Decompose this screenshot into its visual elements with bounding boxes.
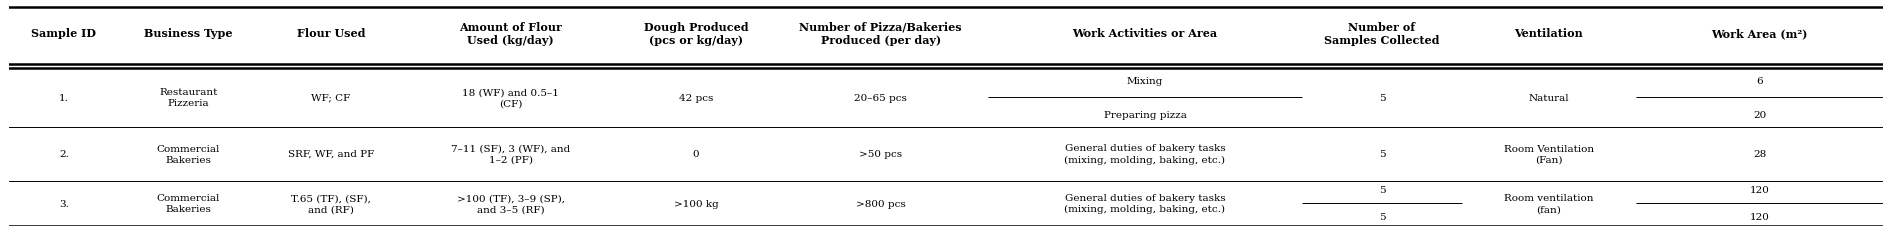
Text: Restaurant
Pizzeria: Restaurant Pizzeria bbox=[159, 88, 217, 108]
Text: 28: 28 bbox=[1753, 149, 1766, 158]
Text: Natural: Natural bbox=[1528, 93, 1570, 102]
Text: Work Activities or Area: Work Activities or Area bbox=[1072, 28, 1217, 39]
Text: 0: 0 bbox=[693, 149, 700, 158]
Text: 2.: 2. bbox=[58, 149, 68, 158]
Text: Work Area (m²): Work Area (m²) bbox=[1712, 28, 1808, 39]
Text: 120: 120 bbox=[1749, 212, 1770, 221]
Text: Room ventilation
(fan): Room ventilation (fan) bbox=[1504, 193, 1593, 213]
Text: 5: 5 bbox=[1379, 185, 1385, 194]
Text: Dough Produced
(pcs or kg/day): Dough Produced (pcs or kg/day) bbox=[643, 21, 749, 46]
Text: General duties of bakery tasks
(mixing, molding, baking, etc.): General duties of bakery tasks (mixing, … bbox=[1064, 193, 1225, 213]
Text: General duties of bakery tasks
(mixing, molding, baking, etc.): General duties of bakery tasks (mixing, … bbox=[1064, 144, 1225, 164]
Text: >800 pcs: >800 pcs bbox=[857, 199, 906, 208]
Text: 5: 5 bbox=[1379, 93, 1385, 102]
Text: >50 pcs: >50 pcs bbox=[859, 149, 902, 158]
Text: 42 pcs: 42 pcs bbox=[679, 93, 713, 102]
Text: 5: 5 bbox=[1379, 149, 1385, 158]
Text: Number of
Samples Collected: Number of Samples Collected bbox=[1325, 21, 1440, 46]
Text: Commercial
Bakeries: Commercial Bakeries bbox=[157, 144, 221, 164]
Text: 18 (WF) and 0.5–1
(CF): 18 (WF) and 0.5–1 (CF) bbox=[462, 88, 559, 108]
Text: 20–65 pcs: 20–65 pcs bbox=[855, 93, 908, 102]
Text: SRF, WF, and PF: SRF, WF, and PF bbox=[287, 149, 374, 158]
Text: >100 (TF), 3–9 (SP),
and 3–5 (RF): >100 (TF), 3–9 (SP), and 3–5 (RF) bbox=[457, 193, 564, 213]
Text: 20: 20 bbox=[1753, 110, 1766, 119]
Text: >100 kg: >100 kg bbox=[674, 199, 719, 208]
Text: Ventilation: Ventilation bbox=[1515, 28, 1583, 39]
Text: 120: 120 bbox=[1749, 185, 1770, 194]
Text: 6: 6 bbox=[1757, 76, 1762, 85]
Text: Mixing: Mixing bbox=[1127, 76, 1162, 85]
Text: Flour Used: Flour Used bbox=[296, 28, 364, 39]
Text: Business Type: Business Type bbox=[143, 28, 232, 39]
Text: 5: 5 bbox=[1379, 212, 1385, 221]
Text: Sample ID: Sample ID bbox=[32, 28, 96, 39]
Text: 3.: 3. bbox=[58, 199, 68, 208]
Text: Number of Pizza/Bakeries
Produced (per day): Number of Pizza/Bakeries Produced (per d… bbox=[800, 21, 962, 46]
Text: 1.: 1. bbox=[58, 93, 68, 102]
Text: T.65 (TF), (SF),
and (RF): T.65 (TF), (SF), and (RF) bbox=[291, 193, 370, 213]
Text: Commercial
Bakeries: Commercial Bakeries bbox=[157, 193, 221, 213]
Text: Preparing pizza: Preparing pizza bbox=[1104, 110, 1187, 119]
Text: WF; CF: WF; CF bbox=[311, 93, 351, 102]
Text: Room Ventilation
(Fan): Room Ventilation (Fan) bbox=[1504, 144, 1595, 164]
Text: 7–11 (SF), 3 (WF), and
1–2 (PF): 7–11 (SF), 3 (WF), and 1–2 (PF) bbox=[451, 144, 570, 164]
Text: Amount of Flour
Used (kg/day): Amount of Flour Used (kg/day) bbox=[459, 21, 562, 46]
